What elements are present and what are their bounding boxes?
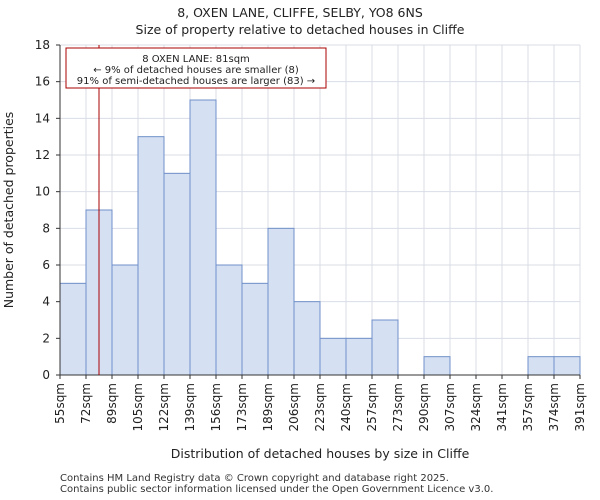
x-axis-label: Distribution of detached houses by size … <box>171 446 470 461</box>
x-tick-label: 374sqm <box>547 383 561 431</box>
chart-title: 8, OXEN LANE, CLIFFE, SELBY, YO8 6NS <box>177 5 423 20</box>
bar <box>293 301 321 376</box>
bar <box>111 264 139 376</box>
x-tick-label: 357sqm <box>521 383 535 431</box>
y-tick-label: 12 <box>35 148 50 162</box>
y-tick-label: 14 <box>35 111 50 125</box>
y-tick-label: 18 <box>35 38 50 52</box>
x-tick-label: 257sqm <box>365 383 379 431</box>
y-tick-label: 6 <box>42 258 50 272</box>
bar <box>553 356 581 376</box>
x-tick-label: 290sqm <box>417 383 431 431</box>
bar <box>423 356 451 376</box>
bar <box>189 99 217 376</box>
bar <box>345 337 373 376</box>
bar <box>267 227 295 376</box>
x-tick-label: 324sqm <box>469 383 483 431</box>
bar <box>137 136 165 376</box>
x-tick-label: 139sqm <box>183 383 197 431</box>
x-tick-label: 206sqm <box>287 383 301 431</box>
annotation-line-3: 91% of semi-detached houses are larger (… <box>77 76 315 87</box>
y-tick-label: 16 <box>35 75 50 89</box>
bar <box>215 264 243 376</box>
annotation-line-1: 8 OXEN LANE: 81sqm <box>142 54 250 65</box>
chart-subtitle: Size of property relative to detached ho… <box>135 22 465 37</box>
x-tick-label: 156sqm <box>209 383 223 431</box>
x-tick-label: 55sqm <box>53 383 67 424</box>
footer-line-1: Contains HM Land Registry data © Crown c… <box>60 473 449 484</box>
x-tick-label: 122sqm <box>157 383 171 431</box>
bar <box>59 282 87 376</box>
y-tick-labels: 0 2 4 6 8 10 12 14 16 18 <box>35 38 60 382</box>
bar <box>527 356 555 376</box>
bar <box>241 282 269 376</box>
bar <box>163 172 191 376</box>
y-tick-label: 2 <box>42 331 50 345</box>
x-tick-label: 240sqm <box>339 383 353 431</box>
footer-line-2: Contains public sector information licen… <box>60 484 494 495</box>
y-tick-label: 0 <box>42 368 50 382</box>
annotation-box: 8 OXEN LANE: 81sqm ← 9% of detached hous… <box>65 47 327 89</box>
y-axis-label: Number of detached properties <box>1 112 16 309</box>
bar <box>319 337 347 376</box>
x-tick-label: 189sqm <box>261 383 275 431</box>
y-tick-label: 8 <box>42 221 50 235</box>
x-tick-label: 223sqm <box>313 383 327 431</box>
x-tick-label: 273sqm <box>391 383 405 431</box>
y-tick-label: 4 <box>42 295 50 309</box>
y-tick-label: 10 <box>35 185 50 199</box>
x-tick-label: 173sqm <box>235 383 249 431</box>
x-tick-label: 391sqm <box>573 383 587 431</box>
x-tick-label: 341sqm <box>495 383 509 431</box>
bar <box>371 319 399 376</box>
x-tick-labels: 55sqm 72sqm 89sqm 105sqm 122sqm 139sqm 156sqm 1… <box>53 375 587 431</box>
annotation-line-2: ← 9% of detached houses are smaller (8) <box>93 65 299 76</box>
x-tick-label: 307sqm <box>443 383 457 431</box>
x-tick-label: 72sqm <box>79 383 93 424</box>
x-tick-label: 105sqm <box>131 383 145 431</box>
x-tick-label: 89sqm <box>105 383 119 424</box>
annotation-frame <box>65 47 327 89</box>
